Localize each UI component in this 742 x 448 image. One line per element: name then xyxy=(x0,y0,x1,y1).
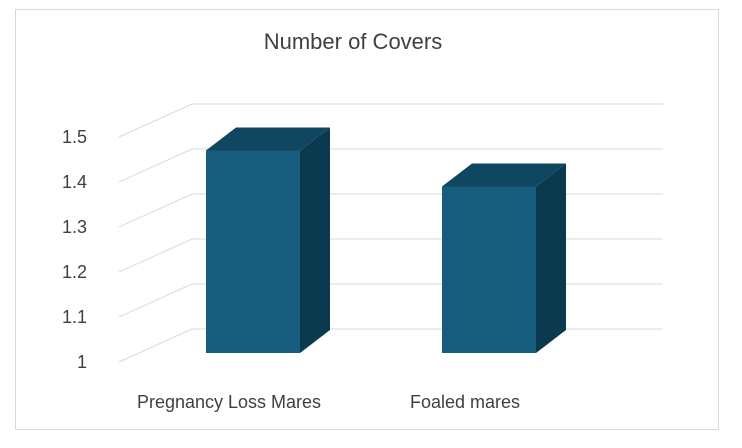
bars xyxy=(206,127,566,353)
gridline xyxy=(118,103,663,138)
category-label: Foaled mares xyxy=(410,392,520,412)
y-tick-label: 1.3 xyxy=(62,217,87,237)
y-tick-label: 1 xyxy=(77,352,87,372)
bar-side xyxy=(536,163,566,353)
category-labels: Pregnancy Loss Mares Foaled mares xyxy=(137,392,520,412)
bar-side xyxy=(300,127,330,353)
gridline xyxy=(118,193,663,228)
chart-area: Number of Covers 1 1.1 1.2 1.3 1.4 1.5 Pregna… xyxy=(15,9,719,430)
category-label: Pregnancy Loss Mares xyxy=(137,392,321,412)
y-tick-label: 1.4 xyxy=(62,172,87,192)
chart-svg: Number of Covers 1 1.1 1.2 1.3 1.4 1.5 Pregna… xyxy=(62,29,663,412)
gridlines xyxy=(118,103,663,363)
y-tick-label: 1.2 xyxy=(62,262,87,282)
bar xyxy=(442,163,566,353)
bar-top xyxy=(206,127,330,151)
chart-title: Number of Covers xyxy=(264,29,443,54)
bar-front xyxy=(442,186,536,353)
gridline xyxy=(118,148,663,183)
y-tick-label: 1.1 xyxy=(62,307,87,327)
bar-top xyxy=(442,163,566,187)
bar xyxy=(206,127,330,353)
bar-front xyxy=(206,150,300,353)
gridline xyxy=(118,283,663,318)
gridline xyxy=(118,328,663,363)
y-tick-label: 1.5 xyxy=(62,127,87,147)
y-tick-labels: 1 1.1 1.2 1.3 1.4 1.5 xyxy=(62,127,87,372)
gridline xyxy=(118,238,663,273)
